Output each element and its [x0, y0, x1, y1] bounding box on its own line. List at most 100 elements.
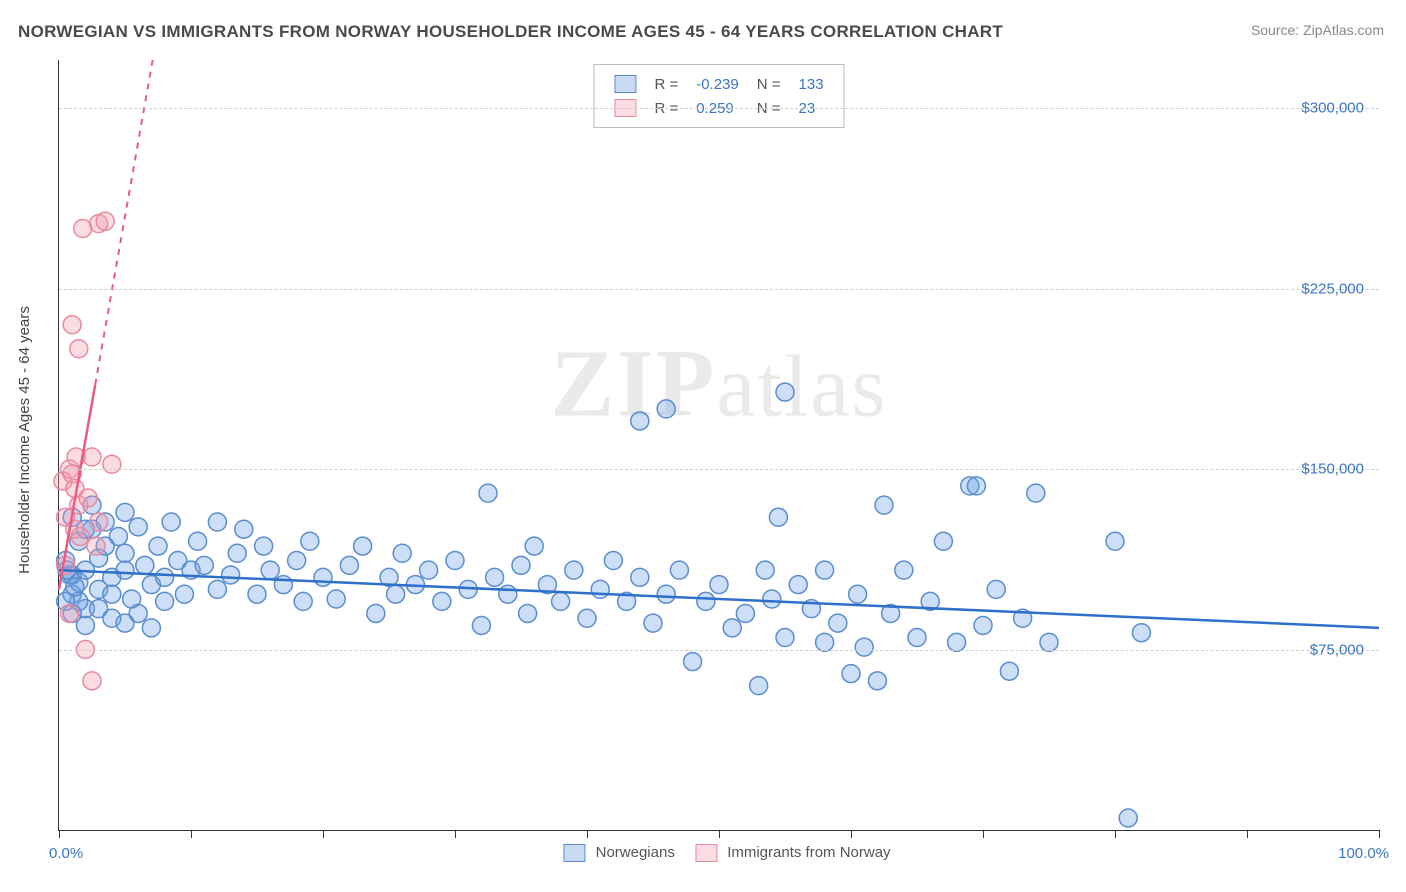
data-point-norwegians — [756, 561, 774, 579]
x-tick — [851, 830, 852, 838]
data-point-norwegians — [235, 520, 253, 538]
data-point-immigrants — [96, 212, 114, 230]
data-point-norwegians — [657, 400, 675, 418]
data-point-norwegians — [294, 592, 312, 610]
x-tick — [1379, 830, 1380, 838]
x-tick — [191, 830, 192, 838]
data-point-norwegians — [1000, 662, 1018, 680]
data-point-norwegians — [420, 561, 438, 579]
data-point-norwegians — [657, 585, 675, 603]
data-point-norwegians — [129, 518, 147, 536]
x-tick — [719, 830, 720, 838]
data-point-norwegians — [842, 665, 860, 683]
data-point-norwegians — [255, 537, 273, 555]
x-tick — [323, 830, 324, 838]
data-point-norwegians — [631, 412, 649, 430]
data-point-norwegians — [479, 484, 497, 502]
data-point-norwegians — [1027, 484, 1045, 502]
data-point-norwegians — [934, 532, 952, 550]
data-point-norwegians — [228, 544, 246, 562]
data-point-norwegians — [189, 532, 207, 550]
data-point-norwegians — [670, 561, 688, 579]
chart-title: NORWEGIAN VS IMMIGRANTS FROM NORWAY HOUS… — [18, 22, 1003, 42]
data-point-norwegians — [974, 616, 992, 634]
data-point-norwegians — [697, 592, 715, 610]
legend-label-immigrants: Immigrants from Norway — [727, 844, 890, 861]
data-point-norwegians — [301, 532, 319, 550]
data-point-norwegians — [116, 561, 134, 579]
x-tick — [59, 830, 60, 838]
data-point-norwegians — [314, 568, 332, 586]
data-point-norwegians — [710, 576, 728, 594]
data-point-norwegians — [288, 552, 306, 570]
data-point-immigrants — [83, 672, 101, 690]
x-tick — [455, 830, 456, 838]
data-point-norwegians — [142, 619, 160, 637]
data-point-norwegians — [578, 609, 596, 627]
data-point-norwegians — [868, 672, 886, 690]
data-point-norwegians — [248, 585, 266, 603]
x-tick — [587, 830, 588, 838]
data-point-norwegians — [908, 629, 926, 647]
data-point-norwegians — [109, 527, 127, 545]
y-tick-label: $225,000 — [1301, 280, 1364, 297]
data-point-norwegians — [855, 638, 873, 656]
data-point-norwegians — [723, 619, 741, 637]
plot-svg — [59, 60, 1379, 830]
data-point-norwegians — [354, 537, 372, 555]
y-tick-label: $150,000 — [1301, 461, 1364, 478]
data-point-norwegians — [644, 614, 662, 632]
data-point-norwegians — [446, 552, 464, 570]
data-point-norwegians — [208, 513, 226, 531]
data-point-norwegians — [1132, 624, 1150, 642]
data-point-norwegians — [736, 604, 754, 622]
x-tick — [1247, 830, 1248, 838]
source-label: Source: ZipAtlas.com — [1251, 22, 1384, 38]
data-point-norwegians — [136, 556, 154, 574]
swatch-pink-icon — [695, 844, 717, 862]
data-point-norwegians — [849, 585, 867, 603]
data-point-norwegians — [1106, 532, 1124, 550]
data-point-norwegians — [776, 383, 794, 401]
data-point-norwegians — [750, 677, 768, 695]
data-point-norwegians — [525, 537, 543, 555]
x-axis-max-label: 100.0% — [1338, 845, 1389, 862]
swatch-blue-icon — [563, 844, 585, 862]
data-point-immigrants — [70, 340, 88, 358]
data-point-norwegians — [367, 604, 385, 622]
gridline — [59, 108, 1379, 109]
data-point-norwegians — [631, 568, 649, 586]
data-point-norwegians — [789, 576, 807, 594]
data-point-norwegians — [967, 477, 985, 495]
data-point-norwegians — [274, 576, 292, 594]
data-point-norwegians — [340, 556, 358, 574]
x-tick — [1115, 830, 1116, 838]
data-point-norwegians — [769, 508, 787, 526]
data-point-norwegians — [499, 585, 517, 603]
data-point-norwegians — [222, 566, 240, 584]
data-point-norwegians — [387, 585, 405, 603]
y-axis-title: Householder Income Ages 45 - 64 years — [16, 306, 33, 574]
data-point-norwegians — [552, 592, 570, 610]
data-point-norwegians — [156, 592, 174, 610]
data-point-norwegians — [512, 556, 530, 574]
data-point-norwegians — [162, 513, 180, 531]
data-point-norwegians — [565, 561, 583, 579]
data-point-norwegians — [175, 585, 193, 603]
plot-area: ZIPatlas R = -0.239 N = 133 R = 0.259 N … — [58, 60, 1379, 831]
legend-label-norwegians: Norwegians — [596, 844, 675, 861]
gridline — [59, 289, 1379, 290]
data-point-immigrants — [87, 537, 105, 555]
data-point-norwegians — [829, 614, 847, 632]
data-point-norwegians — [393, 544, 411, 562]
data-point-norwegians — [486, 568, 504, 586]
x-tick — [983, 830, 984, 838]
data-point-immigrants — [90, 513, 108, 531]
y-tick-label: $300,000 — [1301, 100, 1364, 117]
series-legend: Norwegians Immigrants from Norway — [547, 844, 890, 862]
data-point-norwegians — [116, 544, 134, 562]
data-point-norwegians — [433, 592, 451, 610]
data-point-norwegians — [763, 590, 781, 608]
data-point-norwegians — [472, 616, 490, 634]
data-point-norwegians — [591, 580, 609, 598]
